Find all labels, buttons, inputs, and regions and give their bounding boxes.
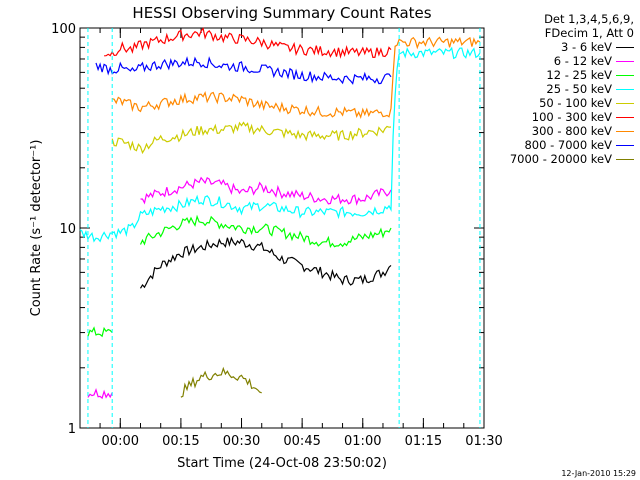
legend-swatch [616, 61, 634, 62]
legend-entry-label: 100 - 300 keV [531, 110, 612, 124]
legend-entry-label: 300 - 800 keV [531, 124, 612, 138]
legend-entry-label: 25 - 50 keV [546, 82, 612, 96]
legend-swatch [616, 131, 634, 132]
legend-entry-label: 6 - 12 keV [553, 54, 612, 68]
legend-swatch [616, 75, 634, 76]
vertical-markers [87, 28, 481, 428]
legend-entry: 25 - 50 keV [546, 82, 634, 96]
x-axis-label: Start Time (24-Oct-08 23:50:02) [177, 456, 387, 471]
series-line [87, 176, 392, 400]
x-tick-label: 00:45 [283, 434, 320, 449]
legend-swatch [616, 117, 634, 118]
legend-entry: 7000 - 20000 keV [510, 152, 634, 166]
axes: 00:00 00:15 00:30 00:45 01:00 01:15 01:30 1 10 10… [51, 22, 503, 449]
legend-entry: 6 - 12 keV [554, 54, 634, 68]
x-tick-label: 01:00 [344, 434, 381, 449]
legend-entry: 3 - 6 keV [561, 40, 634, 54]
legend-header-line: FDecim 1, Att 0 [544, 26, 634, 40]
series-line [180, 366, 262, 398]
legend-entry: 300 - 800 keV [532, 124, 634, 138]
y-tick-label: 10 [59, 222, 76, 237]
x-tick-label: 00:30 [223, 434, 260, 449]
x-tick-label: 01:30 [465, 434, 502, 449]
x-tick-label: 01:15 [405, 434, 442, 449]
series-line [87, 214, 392, 338]
y-tick-label: 1 [68, 422, 76, 437]
legend-entry-label: 3 - 6 keV [561, 40, 612, 54]
legend-entry: 800 - 7000 keV [524, 138, 634, 152]
legend-swatch [616, 103, 634, 104]
legend-entry: 50 - 100 keV [539, 96, 634, 110]
legend-entry-label: 7000 - 20000 keV [509, 152, 612, 166]
series-layer [79, 27, 481, 400]
footer-timestamp: 12-Jan-2010 15:29 [561, 469, 636, 478]
legend-swatch [616, 47, 634, 48]
y-axis-label: Count Rate (s⁻¹ detector⁻¹) [29, 140, 44, 317]
legend-swatch [616, 89, 634, 90]
legend-swatch [616, 145, 634, 146]
series-line [79, 46, 481, 243]
legend-swatch [616, 159, 634, 160]
y-tick-label: 100 [51, 22, 76, 37]
series-line [139, 236, 392, 289]
chart-title: HESSI Observing Summary Count Rates [132, 4, 431, 22]
legend-entry-label: 12 - 25 keV [546, 68, 612, 82]
legend-header-line: Det 1,3,4,5,6,9, [544, 12, 634, 26]
series-line [95, 56, 392, 85]
legend-entry-label: 50 - 100 keV [539, 96, 612, 110]
series-line [111, 121, 392, 155]
x-tick-label: 00:00 [102, 434, 139, 449]
legend-entry-label: 800 - 7000 keV [524, 138, 612, 152]
plot-frame [79, 27, 485, 429]
legend-entry: 12 - 25 keV [546, 68, 634, 82]
series-line [104, 27, 392, 59]
x-tick-label: 00:15 [162, 434, 199, 449]
series-line [112, 36, 481, 119]
legend-entry: 100 - 300 keV [532, 110, 634, 124]
